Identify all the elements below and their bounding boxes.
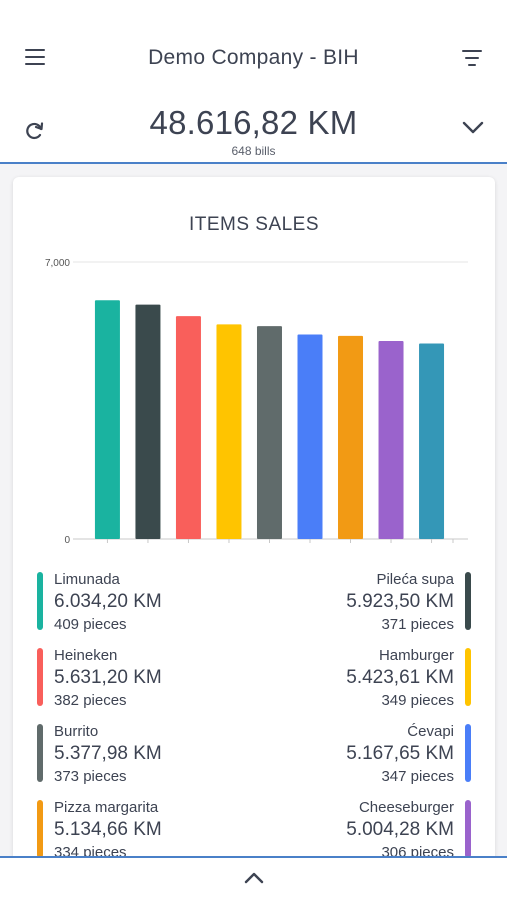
items-sales-chart: 0 7,000 (45, 258, 468, 546)
legend-text: Pileća supa 5.923,50 KM 371 pieces (346, 570, 454, 634)
chevron-down-icon[interactable] (461, 118, 485, 136)
chevron-up-icon[interactable] (243, 870, 265, 886)
legend-item-name: Heineken (54, 647, 118, 664)
legend-text: Burrito 5.377,98 KM 373 pieces (54, 722, 162, 786)
items-sales-card: ITEMS SALES 0 7,000 Limunada 6.034,20 KM 40… (13, 177, 495, 897)
legend-item[interactable]: Hamburger 5.423,61 KM 349 pieces (271, 646, 471, 709)
legend-color-bar (465, 648, 471, 706)
hamburger-menu-icon[interactable] (25, 49, 45, 69)
app-bar: Demo Company - BIH (0, 0, 507, 96)
legend-color-bar (37, 648, 43, 706)
legend-color-bar (37, 724, 43, 782)
legend-item-name: Pileća supa (376, 571, 454, 588)
legend-item[interactable]: Pizza margarita 5.134,66 KM 334 pieces (37, 798, 237, 861)
legend-color-bar (37, 800, 43, 858)
legend-item-amount: 5.923,50 KM (346, 591, 454, 612)
bar-limunada (94, 300, 120, 539)
legend-item[interactable]: Pileća supa 5.923,50 KM 371 pieces (271, 570, 471, 633)
legend-color-bar (465, 572, 471, 630)
legend-text: Ćevapi 5.167,65 KM 347 pieces (346, 722, 454, 786)
legend-item-name: Cheeseburger (358, 799, 454, 816)
legend-item-amount: 5.167,65 KM (346, 743, 454, 764)
total-amount: 48.616,82 KM (149, 104, 358, 141)
legend-item-amount: 5.423,61 KM (346, 667, 454, 688)
legend-item-name: Burrito (54, 723, 99, 740)
legend-item[interactable]: Limunada 6.034,20 KM 409 pieces (37, 570, 237, 633)
bar-cheeseburger (378, 340, 404, 539)
legend-item[interactable]: Cheeseburger 5.004,28 KM 306 pieces (271, 798, 471, 861)
legend-item-amount: 5.631,20 KM (54, 667, 162, 688)
bar-item-9 (419, 343, 445, 539)
legend-item-name: Ćevapi (407, 723, 454, 740)
bar--evapi (297, 334, 323, 539)
legend-text: Cheeseburger 5.004,28 KM 306 pieces (346, 798, 454, 862)
filter-icon[interactable] (462, 50, 482, 70)
bar-burrito (256, 326, 282, 539)
legend-color-bar (465, 724, 471, 782)
legend-item[interactable]: Ćevapi 5.167,65 KM 347 pieces (271, 722, 471, 785)
legend-color-bar (37, 572, 43, 630)
legend-item-amount: 5.377,98 KM (54, 743, 162, 764)
legend-item[interactable]: Burrito 5.377,98 KM 373 pieces (37, 722, 237, 785)
bar-heineken (175, 316, 201, 539)
legend-item-amount: 6.034,20 KM (54, 591, 162, 612)
bar-pizza-margarita (338, 335, 364, 539)
y-tick-label: 0 (64, 535, 70, 546)
refresh-icon[interactable] (24, 120, 46, 142)
bar-pile-a-supa (135, 304, 161, 539)
legend-text: Limunada 6.034,20 KM 409 pieces (54, 570, 162, 634)
legend-item-quantity: 347 pieces (381, 768, 454, 785)
company-title: Demo Company - BIH (148, 46, 359, 69)
legend-text: Hamburger 5.423,61 KM 349 pieces (346, 646, 454, 710)
sales-summary: 48.616,82 KM 648 bills (0, 96, 507, 164)
legend-item-quantity: 382 pieces (54, 692, 127, 709)
legend-item-amount: 5.004,28 KM (346, 819, 454, 840)
bar-hamburger (216, 324, 242, 539)
legend-item-amount: 5.134,66 KM (54, 819, 162, 840)
legend-item-quantity: 349 pieces (381, 692, 454, 709)
legend-item[interactable]: Heineken 5.631,20 KM 382 pieces (37, 646, 237, 709)
legend-text: Pizza margarita 5.134,66 KM 334 pieces (54, 798, 162, 862)
legend-text: Heineken 5.631,20 KM 382 pieces (54, 646, 162, 710)
legend-item-name: Hamburger (378, 647, 454, 664)
legend-item-name: Pizza margarita (54, 799, 159, 816)
legend-item-quantity: 409 pieces (54, 616, 127, 633)
bill-count: 648 bills (231, 144, 276, 158)
legend-item-name: Limunada (54, 571, 120, 588)
legend-color-bar (465, 800, 471, 858)
legend-item-quantity: 373 pieces (54, 768, 127, 785)
card-title: ITEMS SALES (188, 214, 320, 235)
legend-item-quantity: 371 pieces (381, 616, 454, 633)
bottom-bar (0, 856, 507, 900)
y-tick-label: 7,000 (45, 258, 70, 269)
